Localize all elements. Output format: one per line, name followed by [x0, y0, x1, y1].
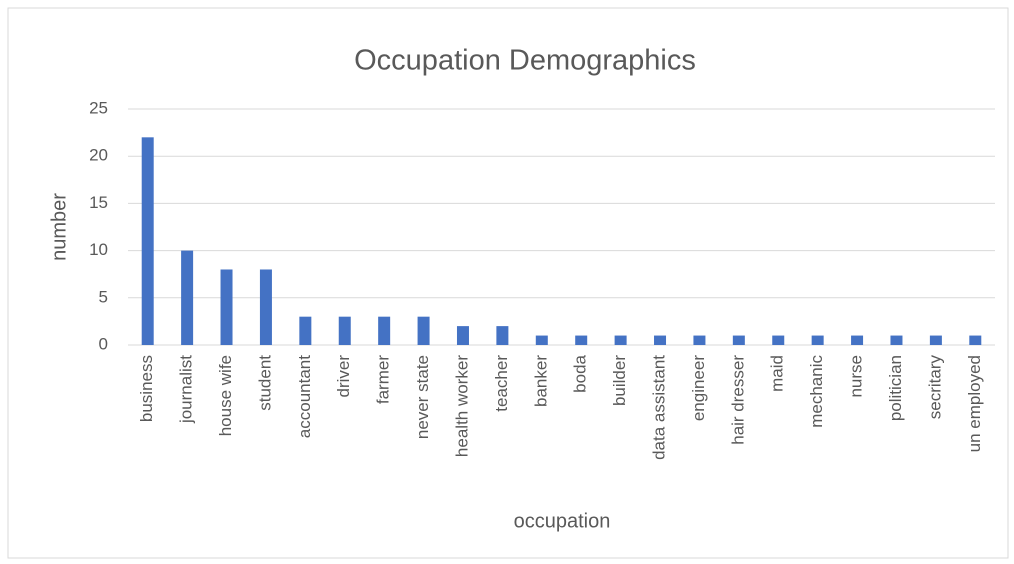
x-axis-label: occupation — [514, 510, 611, 532]
bar — [299, 316, 312, 345]
bar — [220, 269, 233, 345]
x-tick-label: mechanic — [807, 355, 826, 428]
bar — [811, 335, 824, 345]
y-axis-label: number — [48, 193, 70, 261]
y-tick-label: 0 — [99, 334, 108, 353]
x-tick-label: engineer — [689, 355, 708, 422]
bar — [378, 316, 391, 345]
x-tick-label: health worker — [452, 355, 471, 457]
bar — [693, 335, 706, 345]
y-tick-label: 10 — [89, 240, 108, 259]
x-tick-label: house wife — [216, 355, 235, 436]
y-tick-label: 5 — [99, 287, 108, 306]
x-tick-label: accountant — [295, 355, 314, 438]
bar — [141, 137, 154, 345]
x-tick-label: banker — [531, 355, 550, 407]
bar — [417, 316, 430, 345]
chart-frame — [7, 7, 1009, 559]
bar — [851, 335, 864, 345]
bar — [929, 335, 942, 345]
x-tick-label: politician — [886, 355, 905, 421]
y-tick-label: 25 — [89, 98, 108, 117]
x-tick-label: boda — [571, 354, 590, 392]
x-tick-label: un employed — [965, 355, 984, 452]
bar — [496, 326, 509, 345]
bar — [535, 335, 548, 345]
bar — [614, 335, 627, 345]
x-tick-label: teacher — [492, 355, 511, 412]
x-tick-label: farmer — [374, 355, 393, 404]
x-tick-label: driver — [334, 355, 353, 398]
bar — [732, 335, 745, 345]
x-tick-label: journalist — [177, 355, 196, 424]
bar — [259, 269, 272, 345]
y-tick-label: 15 — [89, 193, 108, 212]
bar — [575, 335, 588, 345]
chart-title: Occupation Demographics — [354, 45, 696, 77]
x-tick-label: data assistant — [650, 355, 669, 460]
bar — [654, 335, 667, 345]
bar — [456, 326, 469, 345]
x-tick-label: hair dresser — [728, 355, 747, 445]
x-tick-label: builder — [610, 355, 629, 406]
x-tick-label: never state — [413, 355, 432, 439]
bar — [969, 335, 982, 345]
x-tick-label: student — [255, 355, 274, 411]
bar — [338, 316, 351, 345]
x-tick-label: business — [137, 355, 156, 422]
y-tick-label: 20 — [89, 146, 108, 165]
x-tick-label: nurse — [847, 355, 866, 398]
x-tick-label: secritary — [925, 355, 944, 420]
bar — [181, 250, 194, 345]
x-tick-label: maid — [768, 355, 787, 392]
bar — [772, 335, 785, 345]
bar — [890, 335, 903, 345]
